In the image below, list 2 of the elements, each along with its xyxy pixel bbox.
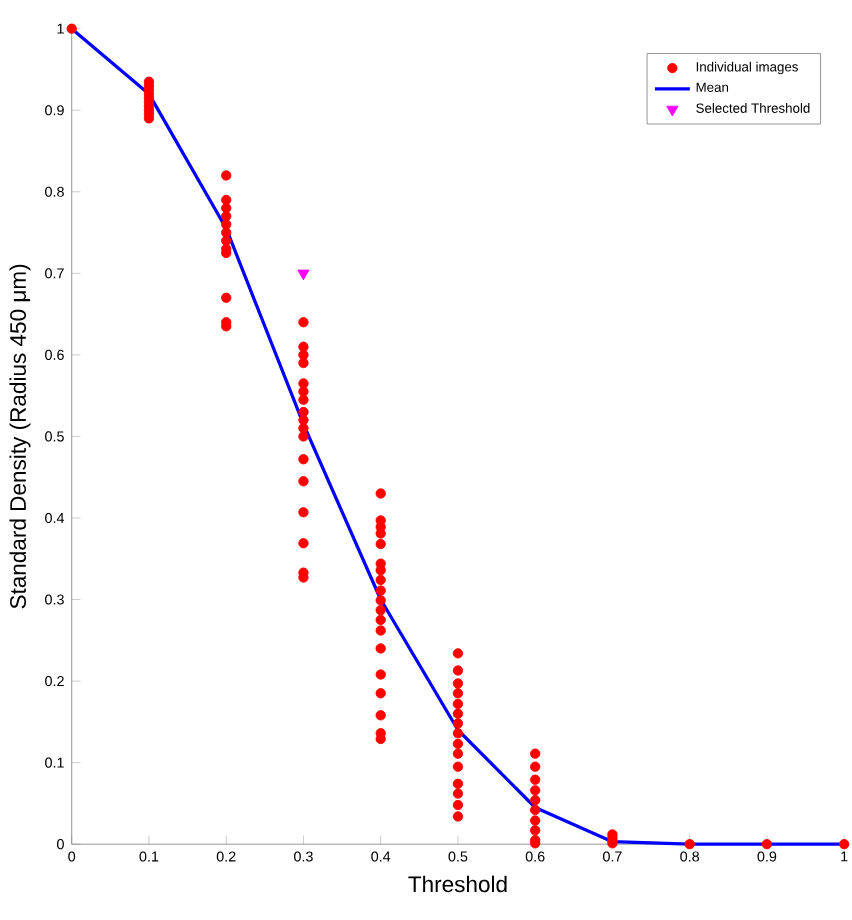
x-axis-title: Threshold xyxy=(408,875,507,893)
y-axis-title: Standard Density (Radius 450 μm) xyxy=(9,264,31,609)
